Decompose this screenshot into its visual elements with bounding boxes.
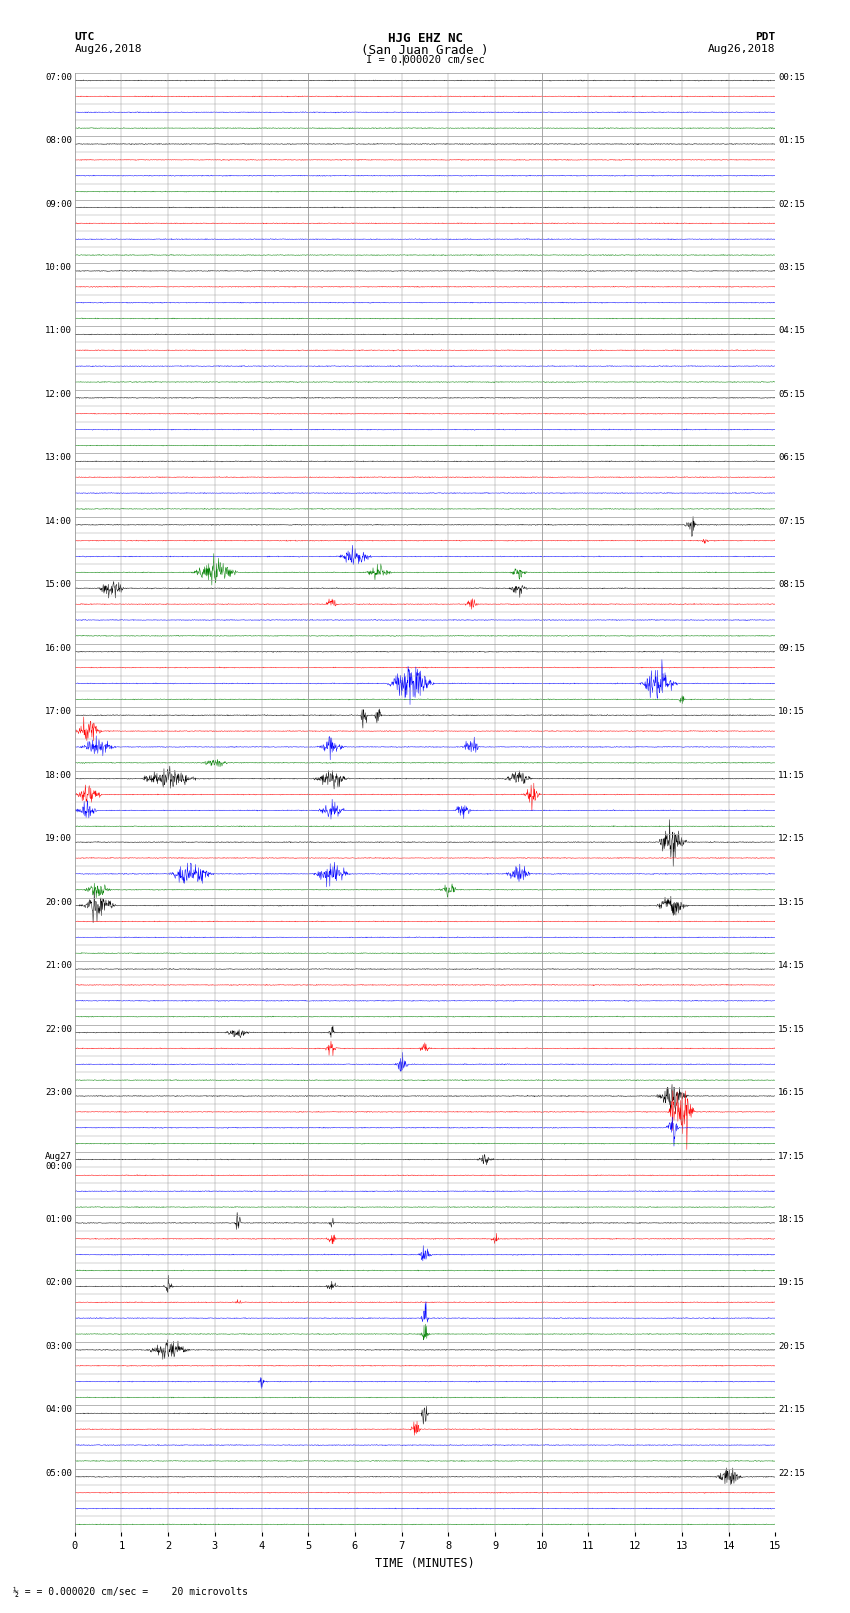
Text: PDT: PDT [755, 32, 775, 42]
Text: UTC: UTC [75, 32, 95, 42]
Text: HJG EHZ NC: HJG EHZ NC [388, 32, 462, 45]
Text: I = 0.000020 cm/sec: I = 0.000020 cm/sec [366, 55, 484, 65]
Text: Aug26,2018: Aug26,2018 [708, 44, 775, 53]
Text: ½ = = 0.000020 cm/sec =    20 microvolts: ½ = = 0.000020 cm/sec = 20 microvolts [13, 1587, 247, 1597]
X-axis label: TIME (MINUTES): TIME (MINUTES) [375, 1557, 475, 1569]
Text: Aug26,2018: Aug26,2018 [75, 44, 142, 53]
Text: |: | [400, 55, 406, 66]
Text: (San Juan Grade ): (San Juan Grade ) [361, 44, 489, 56]
